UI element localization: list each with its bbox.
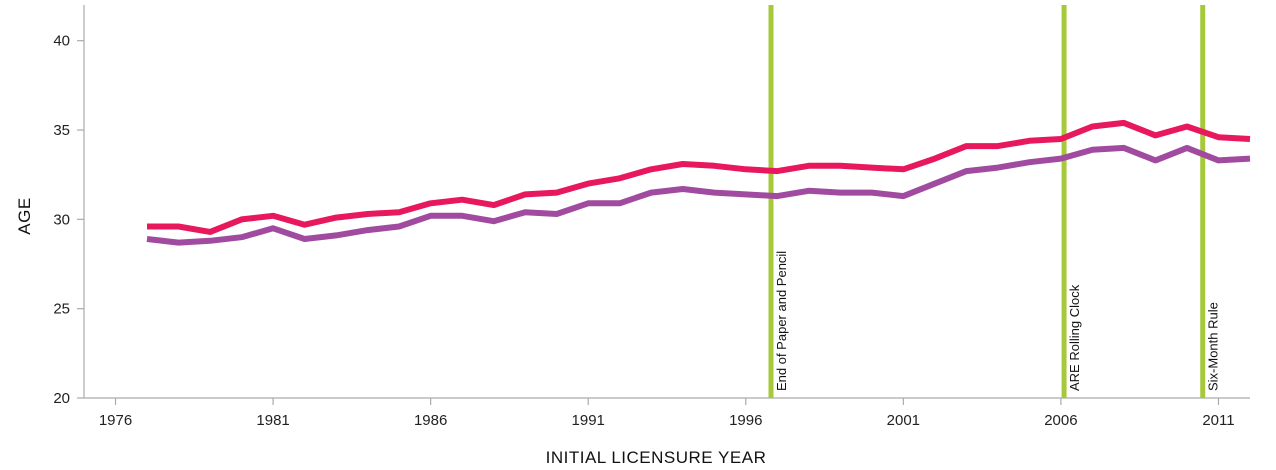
- event-label: Six-Month Rule: [1206, 302, 1221, 391]
- x-tick-label: 2011: [1202, 412, 1234, 429]
- event-label: ARE Rolling Clock: [1067, 284, 1082, 391]
- data-series: [146, 119, 1251, 246]
- x-axis-title: INITIAL LICENSURE YEAR: [546, 448, 767, 467]
- series-line-1: [147, 119, 1251, 235]
- x-tick-label: 2006: [1044, 412, 1077, 429]
- event-markers: End of Paper and Pencil ARE Rolling Clock…: [768, 5, 1221, 398]
- series-line-2: [146, 144, 1251, 246]
- y-tick-label: 20: [53, 390, 70, 407]
- axes: 20 25 30 35 40 1976 1981 1986 1991 1996 2001 2006 20…: [53, 5, 1250, 429]
- event-label: End of Paper and Pencil: [774, 251, 789, 391]
- y-tick-label: 40: [53, 33, 70, 50]
- x-tick-label: 1991: [572, 412, 605, 429]
- x-tick-label: 1996: [729, 412, 762, 429]
- x-tick-label: 1986: [414, 412, 447, 429]
- x-tick-label: 1981: [256, 412, 289, 429]
- y-tick-label: 30: [53, 211, 70, 228]
- y-tick-label: 35: [53, 122, 70, 139]
- x-tick-label: 2001: [887, 412, 920, 429]
- x-tick-label: 1976: [99, 412, 132, 429]
- y-axis-title: AGE: [15, 197, 34, 234]
- y-tick-label: 25: [53, 301, 70, 318]
